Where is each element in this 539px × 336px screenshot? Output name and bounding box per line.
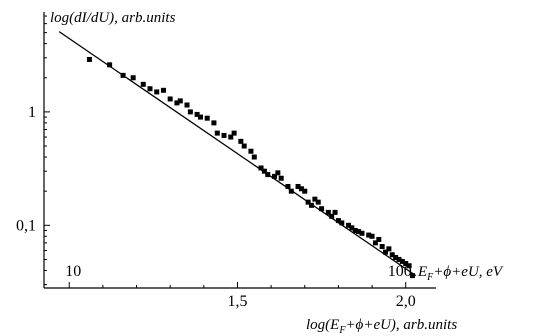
data-point: [386, 246, 392, 252]
data-point: [302, 188, 308, 194]
data-point: [352, 227, 358, 233]
data-point: [389, 252, 395, 258]
data-point: [403, 261, 409, 267]
data-point: [248, 148, 254, 154]
data-point: [376, 236, 382, 242]
data-point: [278, 175, 284, 181]
data-point: [288, 188, 294, 194]
data-point: [120, 72, 126, 78]
top-axis-tick-label: 10: [65, 263, 81, 280]
plot-frame: [43, 12, 436, 289]
data-point: [214, 130, 220, 136]
data-point: [187, 109, 193, 115]
data-point: [197, 114, 203, 120]
axis-ticks: [44, 15, 407, 288]
fit-line-layer: [58, 31, 417, 277]
x-tick-label: 1,5: [227, 293, 247, 310]
data-point: [86, 56, 92, 62]
x-tick-label: 2,0: [396, 293, 416, 310]
data-point: [221, 132, 227, 138]
labels-layer: 1 0,1 1,5 2,0 10 100 log(dI/dU), arb.units EF+ϕ…: [16, 10, 504, 336]
data-point: [383, 249, 389, 255]
data-point: [372, 240, 378, 246]
data-point: [167, 96, 173, 102]
data-point: [160, 87, 166, 93]
data-point: [184, 102, 190, 108]
data-point: [154, 89, 160, 95]
data-point: [285, 183, 291, 189]
data-point: [228, 134, 234, 140]
data-point: [366, 232, 372, 238]
data-point: [231, 130, 237, 136]
data-point: [295, 183, 301, 189]
data-point: [349, 225, 355, 231]
data-point: [346, 222, 352, 228]
data-point: [335, 218, 341, 224]
data-point: [309, 202, 315, 208]
data-point: [107, 62, 113, 68]
data-point: [147, 86, 153, 92]
data-point: [359, 230, 365, 236]
data-point: [194, 111, 200, 117]
data-point: [409, 273, 415, 279]
data-point: [406, 263, 412, 269]
data-point: [265, 172, 271, 178]
data-point: [315, 199, 321, 205]
data-point: [312, 196, 318, 202]
data-point: [332, 209, 338, 215]
data-point: [329, 213, 335, 219]
data-point: [379, 244, 385, 250]
data-point: [393, 255, 399, 261]
y-tick-label: 1: [28, 104, 36, 121]
x-axis-title: log(EF+ϕ+eU), arb.units: [306, 317, 457, 336]
y-tick-label: 0,1: [16, 217, 36, 234]
data-point: [275, 170, 281, 176]
data-point: [319, 206, 325, 212]
top-axis-label: EF+ϕ+eU, eV: [417, 264, 504, 283]
data-point: [261, 168, 267, 174]
y-axis-title: log(dI/dU), arb.units: [50, 10, 176, 26]
data-points-layer: [86, 56, 415, 279]
data-point: [339, 220, 345, 226]
data-point: [238, 138, 244, 144]
data-point: [356, 229, 362, 235]
data-point: [204, 115, 210, 121]
data-point: [298, 186, 304, 192]
data-point: [305, 199, 311, 205]
data-point: [130, 75, 136, 81]
data-point: [251, 154, 257, 160]
data-point: [241, 143, 247, 149]
data-point: [177, 98, 183, 104]
fit-line: [58, 31, 417, 277]
data-point: [211, 120, 217, 126]
top-axis-tick-label: 100: [388, 263, 412, 280]
data-point: [174, 100, 180, 106]
data-point: [271, 173, 277, 179]
data-point: [399, 258, 405, 264]
data-point: [325, 209, 331, 215]
data-point: [369, 233, 375, 239]
data-point: [140, 81, 146, 87]
data-point: [396, 256, 402, 262]
data-point: [258, 165, 264, 171]
